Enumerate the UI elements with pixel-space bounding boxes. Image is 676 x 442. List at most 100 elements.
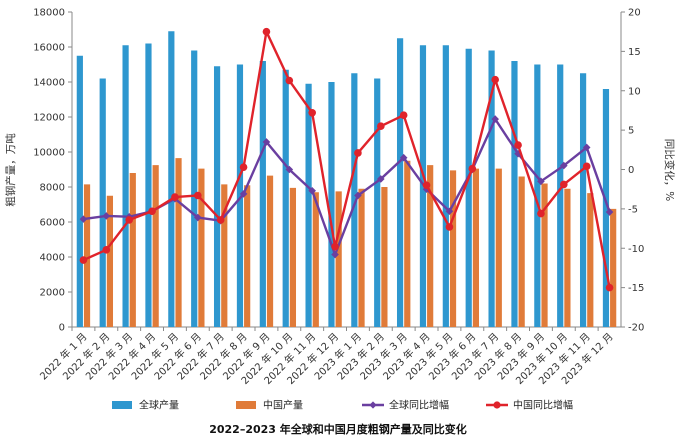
china-yoy-point (491, 75, 499, 84)
legend-swatch (112, 401, 132, 409)
global-yoy-point (239, 190, 248, 198)
bar-china-output (221, 184, 228, 327)
bar-china-output (587, 193, 594, 327)
bar-global-output (534, 64, 541, 327)
bar-china-output (518, 176, 525, 327)
y-left-tick-label: 10000 (33, 148, 65, 159)
bar-china-output (495, 168, 502, 327)
global-yoy-point (445, 207, 454, 216)
china-yoy-point (582, 162, 591, 171)
y-left-tick-label: 12000 (33, 113, 65, 124)
china-yoy-point (308, 109, 316, 117)
bar-china-output (335, 191, 342, 327)
china-yoy-point (102, 246, 111, 254)
line-layer (79, 27, 614, 292)
china-yoy-point (285, 76, 294, 85)
global-yoy-point (331, 250, 339, 259)
china-yoy-line (82, 30, 611, 288)
china-yoy-point (354, 149, 362, 157)
bar-china-output (198, 168, 205, 327)
china-yoy-point (79, 256, 88, 264)
china-yoy-point (377, 122, 385, 130)
global-yoy-point (537, 177, 545, 186)
bar-china-output (289, 187, 297, 327)
global-yoy-point (308, 186, 316, 195)
china-yoy-point (216, 216, 225, 224)
bar-global-output (328, 82, 335, 327)
legend-label: 全球同比增幅 (389, 399, 449, 412)
y-left-tick-label: 0 (59, 323, 65, 334)
china-yoy-point (194, 191, 202, 200)
y-right-tick-label: 15 (628, 47, 641, 58)
bar-china-output (312, 192, 319, 327)
bar-global-output (351, 73, 358, 327)
global-yoy-point (194, 213, 202, 222)
china-yoy-point (125, 216, 133, 224)
y-left-tick-label: 14000 (33, 78, 65, 89)
y-right-tick-label: 20 (628, 8, 641, 19)
bar-china-output (404, 160, 411, 327)
bar-global-output (602, 89, 610, 327)
bar-global-output (236, 64, 244, 327)
bar-china-output (449, 170, 457, 327)
bar-china-output (106, 195, 114, 327)
bar-china-output (358, 188, 365, 327)
bar-china-output (564, 188, 571, 327)
bar-global-output (145, 43, 152, 327)
y-left-tick-label: 16000 (33, 43, 65, 54)
y-left-tick-label: 2000 (40, 288, 65, 299)
global-yoy-point (514, 149, 522, 158)
bar-layer (76, 31, 617, 327)
y-left-tick-label: 18000 (33, 8, 65, 19)
bar-global-output (579, 73, 587, 327)
bar-global-output (282, 69, 289, 327)
y-right-tick-label: -5 (628, 204, 638, 215)
bar-global-output (488, 50, 495, 327)
global-yoy-point (560, 161, 568, 170)
legend: 全球产量 中国产量 全球同比增幅 中国同比增幅 (112, 399, 573, 412)
y-right-tick-label: 10 (628, 86, 641, 97)
global-yoy-point (582, 143, 591, 152)
china-yoy-point (537, 209, 545, 218)
bar-global-output (213, 66, 221, 327)
bar-global-output (557, 64, 564, 327)
global-yoy-point (491, 115, 499, 123)
legend-label: 中国产量 (263, 399, 303, 412)
bar-china-output (541, 183, 548, 327)
global-yoy-point (102, 212, 111, 220)
legend-label: 全球产量 (139, 399, 179, 412)
global-yoy-point (285, 165, 294, 174)
y-left-tick-label: 6000 (40, 218, 65, 229)
y-left-tick-label: 4000 (40, 253, 65, 264)
bar-global-output (396, 38, 404, 327)
bar-global-output (442, 45, 449, 327)
bar-global-output (465, 48, 472, 327)
china-yoy-point (605, 283, 614, 292)
global-yoy-point (377, 175, 385, 183)
legend-label: 中国同比增幅 (513, 399, 573, 412)
global-yoy-point (354, 191, 362, 200)
china-yoy-point (468, 164, 477, 173)
bar-china-output (610, 208, 617, 327)
legend-swatch (236, 401, 256, 409)
legend-marker (493, 401, 501, 409)
china-yoy-point (399, 111, 408, 119)
bar-global-output (168, 31, 175, 327)
global-yoy-line (83, 117, 611, 256)
global-yoy-point (399, 153, 408, 162)
y-right-tick-label: -15 (628, 283, 644, 294)
bar-global-output (305, 83, 312, 327)
bar-global-output (122, 45, 129, 327)
y-left-tick-label: 8000 (40, 183, 65, 194)
china-yoy-point (445, 223, 454, 231)
bar-global-output (259, 61, 266, 327)
bar-china-output (175, 158, 182, 327)
china-yoy-point (262, 27, 271, 36)
bar-china-output (244, 185, 251, 327)
global-yoy-point (605, 208, 614, 216)
bar-china-output (427, 165, 434, 327)
china-yoy-point (422, 181, 431, 190)
china-yoy-point (148, 207, 156, 216)
china-yoy-point (514, 141, 522, 149)
